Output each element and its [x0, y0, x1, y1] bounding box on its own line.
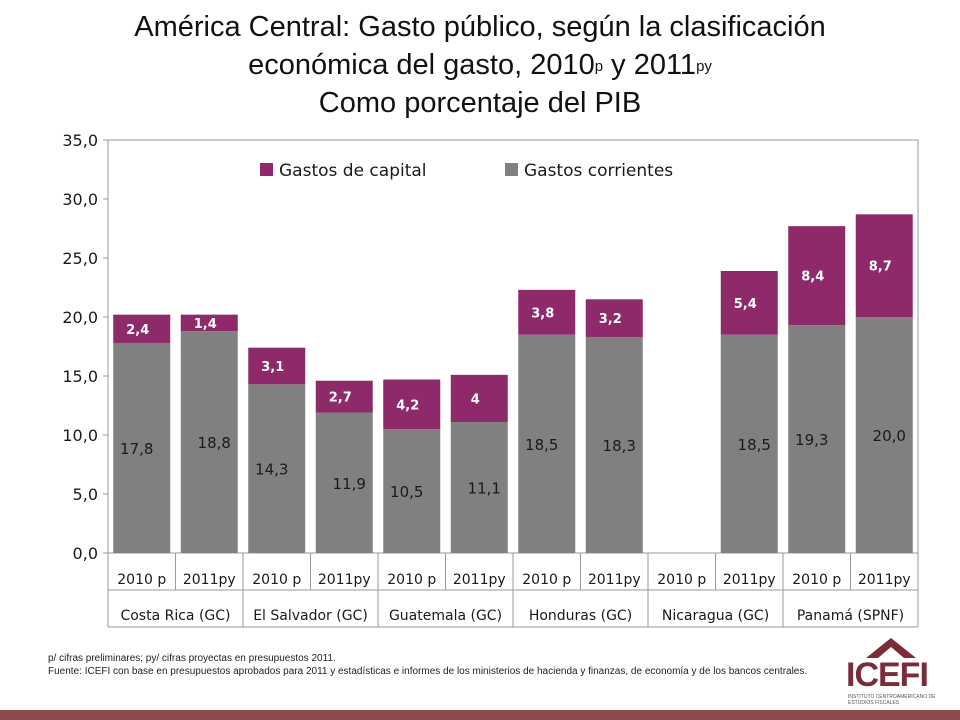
y-tick-label: 20,0 [62, 308, 98, 327]
chart-title: América Central: Gasto público, según la… [0, 8, 960, 122]
bar-gastos-corrientes [383, 429, 441, 553]
stacked-bar-chart: 0,0 5,0 10,0 15,0 20,0 25,0 30,0 35,0 17,8 2,4 18,… [62, 131, 919, 628]
data-label-corrientes: 18,5 [738, 436, 771, 454]
x-group-label: El Salvador (GC) [253, 608, 368, 624]
x-tick-label: 2011py [723, 572, 776, 588]
data-label-capital: 5,4 [734, 297, 757, 312]
y-tick-label: 5,0 [73, 485, 98, 504]
data-label-corrientes: 17,8 [120, 440, 153, 458]
data-label-corrientes: 18,8 [198, 434, 231, 452]
title-sup-1: p [594, 58, 604, 75]
data-label-capital: 8,4 [801, 270, 824, 285]
footnotes: p/ cifras preliminares; py/ cifras proye… [48, 653, 848, 678]
data-label-capital: 1,4 [194, 317, 217, 332]
data-label-capital: 3,1 [261, 360, 284, 375]
bar-gastos-corrientes [315, 412, 373, 553]
y-tick-label: 15,0 [62, 367, 98, 386]
title-line-2: económica del gasto, 2010p y 2011py [0, 46, 960, 84]
data-label-corrientes: 14,3 [255, 461, 288, 479]
bar-gastos-corrientes [855, 317, 913, 553]
x-group-label: Costa Rica (GC) [120, 608, 230, 624]
bar-gastos-corrientes [518, 334, 576, 553]
x-tick-label: 2011py [318, 572, 371, 588]
bar-gastos-capital [180, 314, 238, 332]
title-line-3: Como porcentaje del PIB [318, 87, 642, 119]
data-label-capital: 8,7 [869, 260, 892, 275]
data-label-corrientes: 18,5 [525, 436, 558, 454]
bar-gastos-capital [518, 289, 576, 335]
x-group-label: Honduras (GC) [529, 608, 632, 624]
x-group-label: Guatemala (GC) [389, 608, 502, 624]
bar-gastos-capital [113, 314, 171, 343]
x-tick-label: 2010 p [387, 572, 436, 588]
y-tick-label: 10,0 [62, 426, 98, 445]
title-line-2-mid: y 2011 [603, 49, 697, 81]
y-tick-label: 30,0 [62, 190, 98, 209]
bar-gastos-capital [315, 380, 373, 413]
x-tick-label: 2011py [588, 572, 641, 588]
icefi-logo: ICEFI INSTITUTO CENTROAMERICANO DE ESTUD… [846, 636, 936, 706]
y-tick-label: 25,0 [62, 249, 98, 268]
data-label-corrientes: 19,3 [795, 431, 828, 449]
logo-text: ICEFI [846, 656, 929, 694]
bar-gastos-corrientes [720, 334, 778, 553]
legend-label-capital: Gastos de capital [279, 161, 427, 181]
title-line-2-text: económica del gasto, 2010 [248, 49, 595, 81]
bottom-band [0, 710, 960, 720]
legend-swatch-capital [260, 163, 273, 176]
bar-gastos-corrientes [788, 325, 846, 553]
data-label-capital: 2,4 [126, 323, 149, 338]
x-group-label: Panamá (SPNF) [797, 608, 904, 624]
data-label-capital: 3,2 [599, 312, 622, 327]
bar-gastos-capital [585, 299, 643, 338]
title-sup-2: py [696, 58, 712, 75]
data-label-capital: 4 [471, 392, 480, 407]
x-tick-label: 2010 p [792, 572, 841, 588]
x-tick-label: 2011py [183, 572, 236, 588]
data-label-capital: 3,8 [531, 306, 554, 321]
bar-gastos-corrientes [450, 422, 508, 553]
bar-gastos-corrientes [585, 337, 643, 553]
logo-emblem-icon [866, 638, 916, 658]
x-tick-label: 2010 p [252, 572, 301, 588]
bar-gastos-capital [855, 214, 913, 317]
data-label-corrientes: 11,1 [468, 480, 501, 498]
bar-gastos-corrientes [248, 384, 306, 553]
footnote-preliminary: p/ cifras preliminares; py/ cifras proye… [48, 653, 336, 664]
data-label-corrientes: 18,3 [603, 437, 636, 455]
x-group-label: Nicaragua (GC) [662, 608, 769, 624]
data-label-corrientes: 11,9 [333, 475, 366, 493]
y-tick-label: 35,0 [62, 131, 98, 150]
bar-gastos-corrientes [180, 331, 238, 553]
logo-subtitle: INSTITUTO CENTROAMERICANO DE ESTUDIOS FI… [848, 694, 936, 706]
x-tick-label: 2011py [858, 572, 911, 588]
data-label-capital: 2,7 [329, 391, 352, 406]
title-line-1: América Central: Gasto público, según la… [134, 11, 826, 43]
x-tick-label: 2010 p [117, 572, 166, 588]
x-tick-label: 2010 p [657, 572, 706, 588]
x-tick-label: 2011py [453, 572, 506, 588]
bar-gastos-capital [383, 379, 441, 430]
data-label-corrientes: 20,0 [873, 427, 906, 445]
legend-label-corrientes: Gastos corrientes [524, 161, 673, 181]
x-tick-label: 2010 p [522, 572, 571, 588]
y-tick-label: 0,0 [73, 544, 98, 563]
bar-gastos-capital [720, 270, 778, 335]
data-label-corrientes: 10,5 [390, 483, 423, 501]
bar-gastos-capital [248, 347, 306, 385]
footnote-source: Fuente: ICEFI con base en presupuestos a… [48, 665, 808, 677]
data-label-capital: 4,2 [396, 398, 419, 413]
bar-gastos-capital [450, 374, 508, 423]
bar-gastos-capital [788, 226, 846, 326]
bar-gastos-corrientes [113, 342, 171, 553]
legend-swatch-corrientes [505, 163, 518, 176]
